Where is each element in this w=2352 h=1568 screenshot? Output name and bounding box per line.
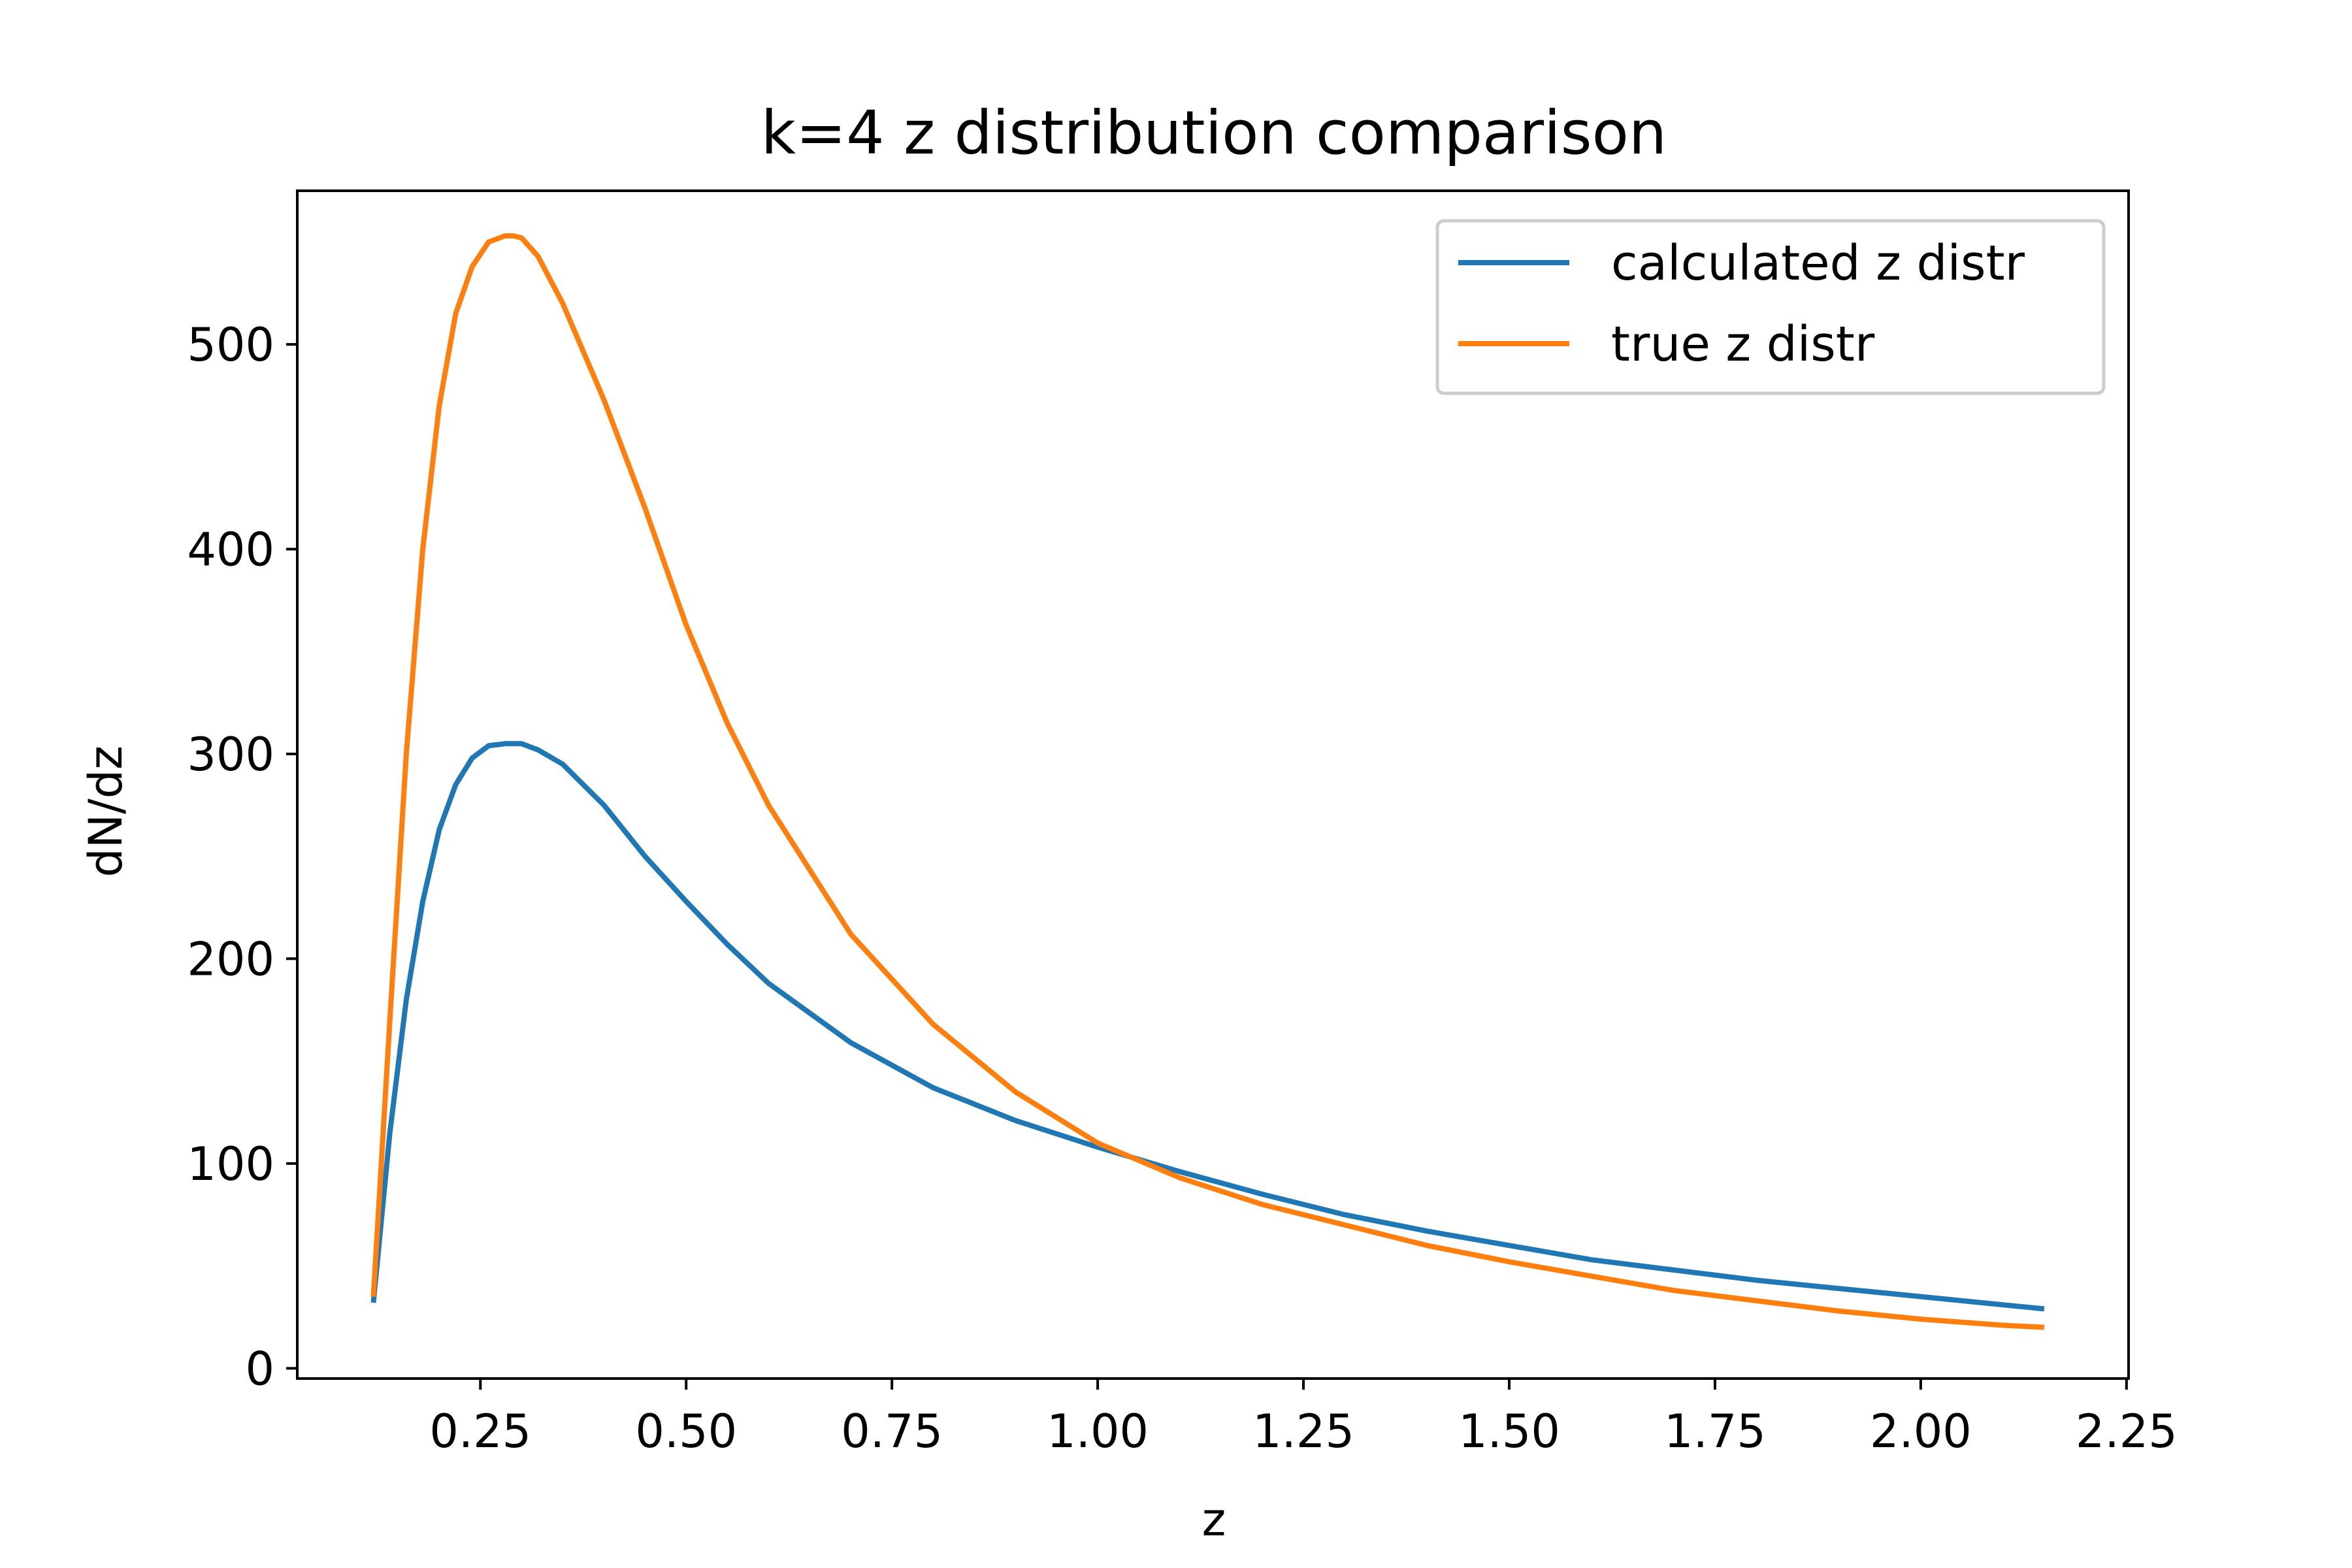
y-axis-label: dN/dz bbox=[79, 745, 133, 877]
legend: calculated z distr true z distr bbox=[1435, 219, 2106, 395]
series-line-calculated bbox=[370, 741, 2045, 1312]
y-tick-label: 300 bbox=[187, 728, 274, 781]
plot-area bbox=[296, 189, 2130, 1380]
x-tick-label: 0.50 bbox=[635, 1405, 737, 1458]
x-tick-label: 1.00 bbox=[1047, 1405, 1149, 1458]
x-tick-label: 1.25 bbox=[1252, 1405, 1354, 1458]
series-line-true bbox=[370, 233, 2045, 1330]
y-tick-label: 200 bbox=[187, 932, 274, 986]
chart-title: k=4 z distribution comparison bbox=[761, 98, 1667, 168]
axis-ticks: 0.25 0.50 0.75 1.00 1.25 1.50 1.75 2.00 2.25 0 100… bbox=[187, 318, 2177, 1458]
y-tick-label: 400 bbox=[187, 523, 274, 577]
x-tick-label: 1.75 bbox=[1664, 1405, 1766, 1458]
legend-box bbox=[1435, 219, 2106, 395]
x-axis-label: z bbox=[1202, 1493, 1226, 1546]
y-tick-label: 100 bbox=[187, 1137, 274, 1191]
legend-label-calculated: calculated z distr bbox=[1611, 235, 2025, 291]
x-tick-label: 1.50 bbox=[1458, 1405, 1560, 1458]
x-tick-label: 2.00 bbox=[1870, 1405, 1972, 1458]
axes-frame bbox=[296, 189, 2130, 1380]
x-tick-label: 0.75 bbox=[841, 1405, 943, 1458]
x-tick-label: 2.25 bbox=[2076, 1405, 2178, 1458]
x-tick-label: 0.25 bbox=[429, 1405, 531, 1458]
y-tick-label: 500 bbox=[187, 318, 274, 372]
legend-label-true: true z distr bbox=[1611, 316, 1875, 372]
y-tick-label: 0 bbox=[245, 1342, 274, 1396]
